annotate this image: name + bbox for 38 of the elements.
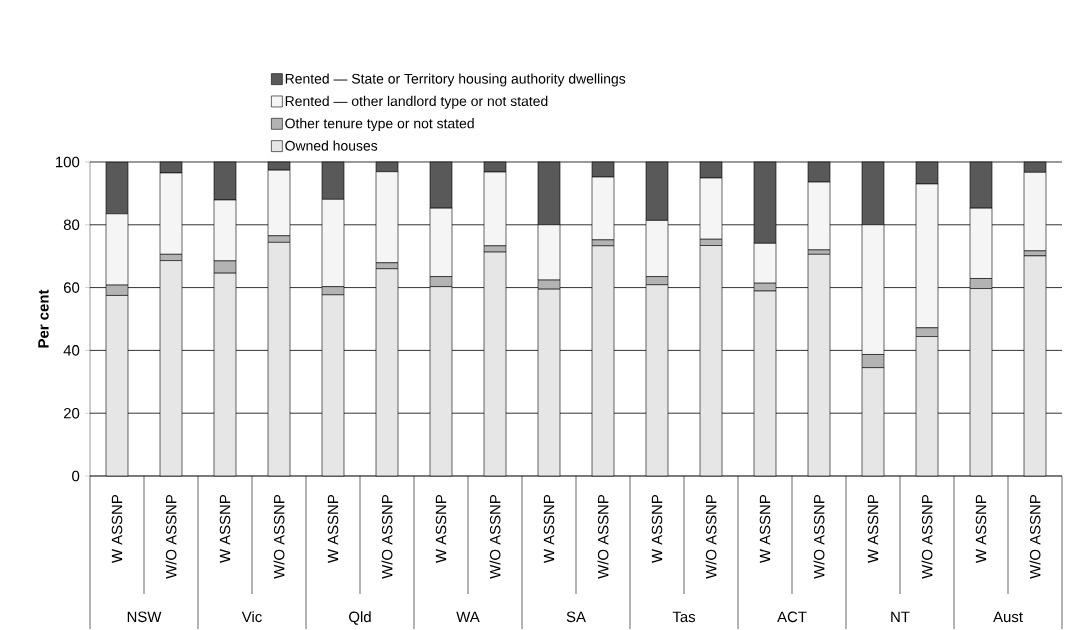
x-tick-label: W ASSNP [867, 495, 879, 564]
x-tick-label: W ASSNP [651, 495, 663, 564]
text: NT [891, 611, 910, 623]
legend-label: Other tenure type or not stated [285, 118, 474, 132]
text: WA [456, 611, 480, 623]
legend-label: Rented — other landlord type or not stated [285, 95, 548, 109]
text: Tas [672, 611, 696, 623]
x-tick-label: W ASSNP [219, 495, 231, 564]
x-tick-label: W/O ASSNP [597, 495, 609, 579]
x-tick-label: W ASSNP [759, 495, 771, 564]
text: Qld [349, 611, 371, 625]
text: SA [566, 611, 586, 623]
y-tick-label: 80 [63, 219, 80, 231]
x-tick-label: W/O ASSNP [813, 495, 825, 579]
legend-label: Owned houses [285, 140, 378, 151]
y-axis-title: Per cent [38, 289, 49, 348]
text: NSW [127, 611, 162, 623]
x-tick-label: W ASSNP [327, 495, 339, 564]
x-tick-label: W/O ASSNP [705, 495, 717, 579]
x-tick-label: W ASSNP [543, 495, 555, 564]
x-tick-label: W/O ASSNP [921, 495, 933, 579]
legend-label: Rented — State or Territory housing authority dwellings [285, 73, 626, 87]
x-tick-label: W/O ASSNP [489, 495, 501, 579]
text: Aust [993, 611, 1023, 623]
x-tick-label: W/O ASSNP [165, 495, 177, 579]
y-tick-label: 20 [63, 407, 80, 419]
y-tick-label: 0 [72, 470, 80, 482]
x-tick-label: W ASSNP [975, 495, 987, 564]
y-tick-label: 100 [56, 156, 80, 168]
x-tick-label: W ASSNP [435, 495, 447, 564]
text: ACT [777, 611, 807, 623]
y-tick-label: 40 [63, 345, 80, 356]
text: Vic [241, 611, 262, 623]
y-tick-label: 60 [63, 282, 80, 293]
x-tick-label: W ASSNP [111, 495, 123, 564]
x-tick-label: W/O ASSNP [273, 495, 285, 579]
x-tick-label: W/O ASSNP [381, 495, 393, 579]
x-tick-label: W/O ASSNP [1029, 495, 1041, 579]
